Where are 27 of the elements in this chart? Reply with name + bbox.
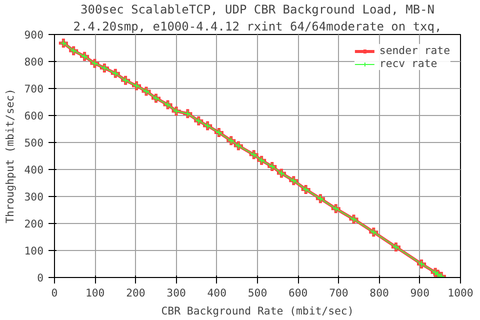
legend-label: recv rate bbox=[379, 57, 438, 70]
legend-label: sender rate bbox=[379, 44, 450, 57]
x-tick-label: 1000 bbox=[448, 286, 474, 300]
x-tick-label: 200 bbox=[126, 286, 146, 300]
y-tick-label: 900 bbox=[24, 28, 44, 42]
y-tick-label: 100 bbox=[24, 244, 44, 258]
y-tick-label: 0 bbox=[37, 272, 44, 284]
x-tick-label: 300 bbox=[166, 286, 186, 300]
y-tick-label: 300 bbox=[24, 190, 44, 204]
x-tick-label: 0 bbox=[51, 286, 58, 300]
y-tick-label: 200 bbox=[24, 218, 44, 230]
x-tick-label: 400 bbox=[207, 286, 227, 300]
y-tick-label: 400 bbox=[24, 164, 44, 176]
y-axis-title: Throughput (mbit/sec) bbox=[3, 88, 16, 224]
x-tick-label: 100 bbox=[85, 286, 105, 300]
x-tick-label: 700 bbox=[329, 286, 348, 300]
chart-subtitle: 2.4.20smp, e1000-4.4.12 rxint 64/64moderate on txq, bbox=[73, 20, 442, 34]
x-tick-label: 800 bbox=[370, 286, 389, 300]
y-tick-label: 700 bbox=[24, 82, 44, 96]
y-tick-label: 500 bbox=[24, 136, 44, 150]
y-tick-label: 800 bbox=[24, 56, 44, 68]
x-axis-title: CBR Background Rate (mbit/sec) bbox=[161, 304, 354, 318]
x-tick-label: 900 bbox=[410, 286, 430, 300]
y-tick-label: 600 bbox=[24, 110, 44, 122]
chart-title: 300sec ScalableTCP, UDP CBR Background Load, MB-N bbox=[80, 2, 435, 16]
x-tick-label: 600 bbox=[288, 286, 308, 300]
x-tick-label: 500 bbox=[248, 286, 268, 300]
